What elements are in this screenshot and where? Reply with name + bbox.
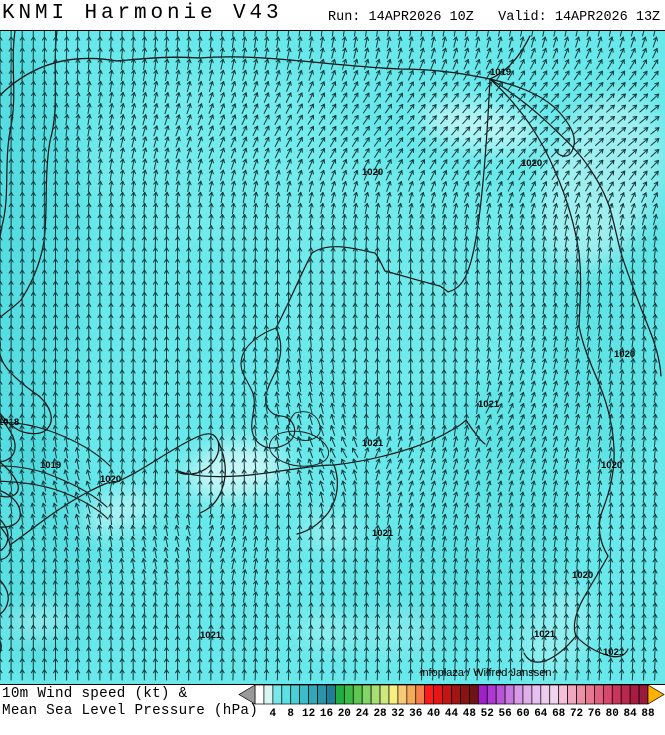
svg-text:1020: 1020 [601, 460, 622, 471]
svg-text:12: 12 [302, 708, 315, 720]
svg-text:72: 72 [570, 708, 583, 720]
svg-text:84: 84 [624, 708, 638, 720]
svg-text:32: 32 [391, 708, 404, 720]
svg-text:52: 52 [481, 708, 494, 720]
svg-text:76: 76 [588, 708, 601, 720]
svg-text:88: 88 [641, 708, 655, 720]
svg-text:40: 40 [427, 708, 440, 720]
svg-text:16: 16 [320, 708, 333, 720]
svg-text:8: 8 [287, 708, 294, 720]
svg-text:20: 20 [338, 708, 351, 720]
svg-text:56: 56 [498, 708, 511, 720]
svg-text:64: 64 [534, 708, 548, 720]
svg-text:80: 80 [606, 708, 619, 720]
svg-text:60: 60 [516, 708, 529, 720]
svg-text:1019: 1019 [40, 460, 61, 471]
svg-text:44: 44 [445, 708, 459, 720]
svg-text:36: 36 [409, 708, 422, 720]
svg-text:1021: 1021 [372, 528, 394, 539]
svg-text:4: 4 [270, 708, 277, 720]
svg-text:1018: 1018 [0, 417, 19, 428]
svg-text:24: 24 [356, 708, 370, 720]
svg-text:infoplaza / Wilfred Janssen: infoplaza / Wilfred Janssen [420, 667, 551, 679]
svg-text:68: 68 [552, 708, 566, 720]
svg-text:28: 28 [373, 708, 387, 720]
svg-text:48: 48 [463, 708, 477, 720]
svg-text:1021: 1021 [362, 438, 384, 449]
